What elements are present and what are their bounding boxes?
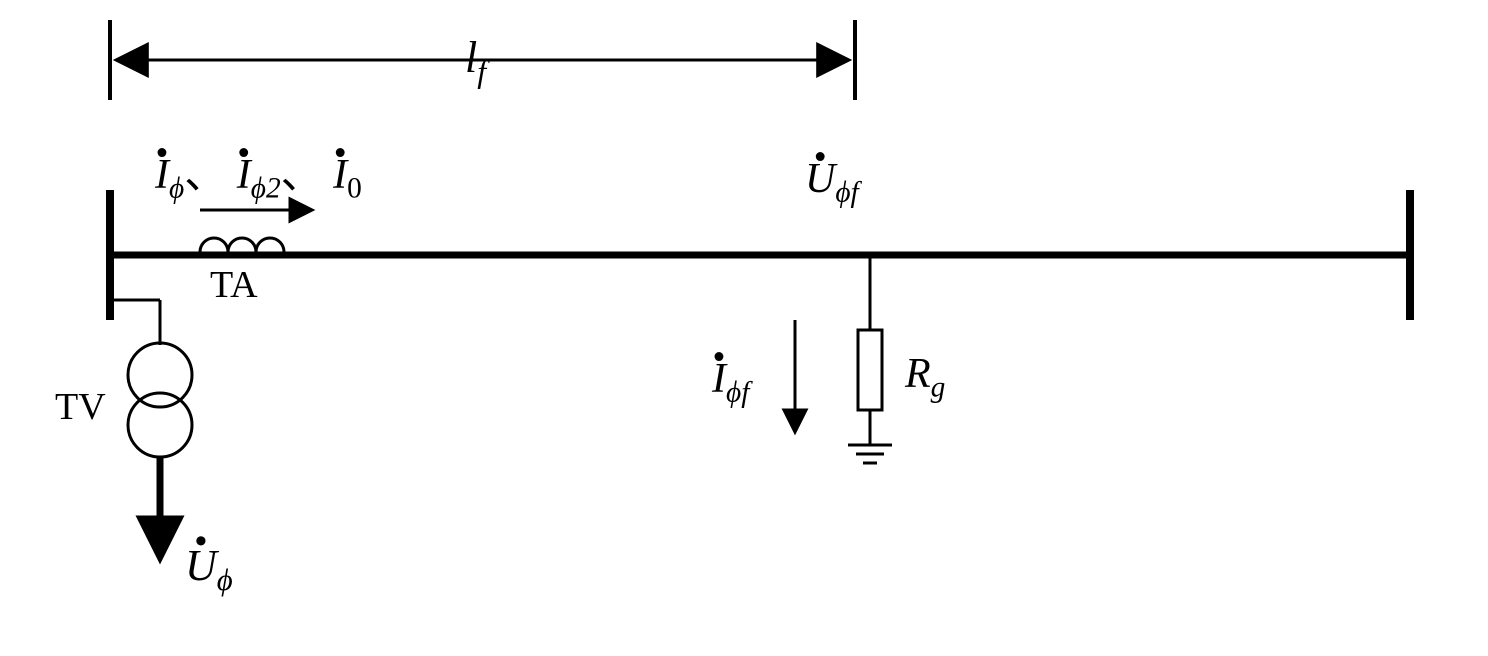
label-i-phif: Iϕf bbox=[712, 355, 749, 409]
label-currents-top: Iϕ、 Iϕ2、 I0 bbox=[155, 140, 362, 205]
label-rg: Rg bbox=[905, 350, 945, 404]
ground-symbol bbox=[848, 445, 892, 463]
rg-resistor bbox=[858, 330, 882, 410]
tv-circle-top bbox=[128, 343, 192, 407]
label-ta: TA bbox=[210, 263, 258, 307]
label-u-phif: Uϕf bbox=[805, 155, 859, 209]
label-u-phi: Uϕ bbox=[185, 540, 233, 598]
label-tv: TV bbox=[55, 385, 106, 429]
ct-symbol bbox=[200, 238, 284, 252]
circuit-diagram: lf Iϕ、 Iϕ2、 I0 Uϕf TA TV Iϕf Rg Uϕ bbox=[0, 0, 1488, 656]
label-lf: lf bbox=[465, 32, 486, 90]
tv-circle-bottom bbox=[128, 393, 192, 457]
